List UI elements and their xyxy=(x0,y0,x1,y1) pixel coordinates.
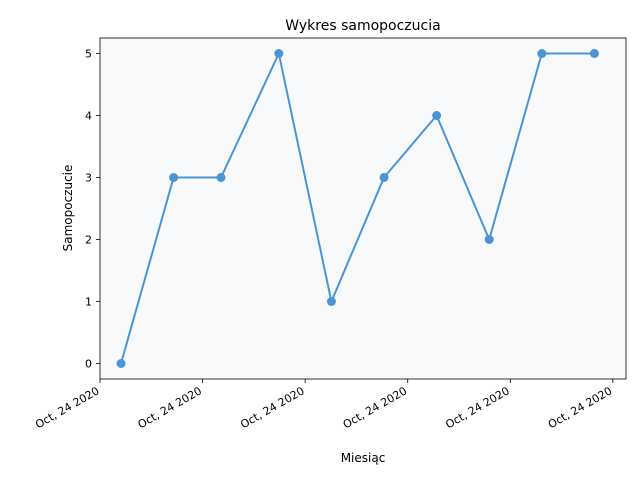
data-point xyxy=(116,359,126,368)
chart-title: Wykres samopoczucia xyxy=(285,18,440,34)
data-point xyxy=(379,173,389,182)
y-tick-label: 4 xyxy=(85,110,92,123)
x-axis: Oct, 24 2020 Oct, 24 2020 Oct, 24 2020 Oct,… xyxy=(33,379,614,431)
series-line xyxy=(120,50,595,364)
data-point xyxy=(589,49,599,58)
plot-area xyxy=(99,37,627,380)
y-axis-label: Samopoczucie xyxy=(61,165,75,252)
data-point xyxy=(216,173,226,182)
x-tick-label: Oct, 24 2020 xyxy=(546,384,614,431)
data-point xyxy=(169,173,179,182)
x-axis-label: Miesiąc xyxy=(341,451,386,465)
data-point xyxy=(484,235,494,244)
x-tick-label: Oct, 24 2020 xyxy=(33,384,101,431)
y-tick-label: 2 xyxy=(85,234,92,247)
data-point xyxy=(326,297,336,306)
y-tick-label: 0 xyxy=(85,358,92,371)
x-tick-label: Oct, 24 2020 xyxy=(341,384,409,431)
x-tick-label: Oct, 24 2020 xyxy=(238,384,306,431)
y-tick-label: 1 xyxy=(85,296,92,309)
x-tick-label: Oct, 24 2020 xyxy=(443,384,511,431)
y-axis: 0 1 2 3 4 5 xyxy=(85,48,100,371)
data-point xyxy=(432,111,442,120)
data-point xyxy=(537,49,547,58)
x-tick-label: Oct, 24 2020 xyxy=(136,384,204,431)
data-point xyxy=(274,49,284,58)
y-tick-label: 5 xyxy=(85,48,92,61)
y-tick-label: 3 xyxy=(85,172,92,185)
series-points xyxy=(116,49,599,368)
